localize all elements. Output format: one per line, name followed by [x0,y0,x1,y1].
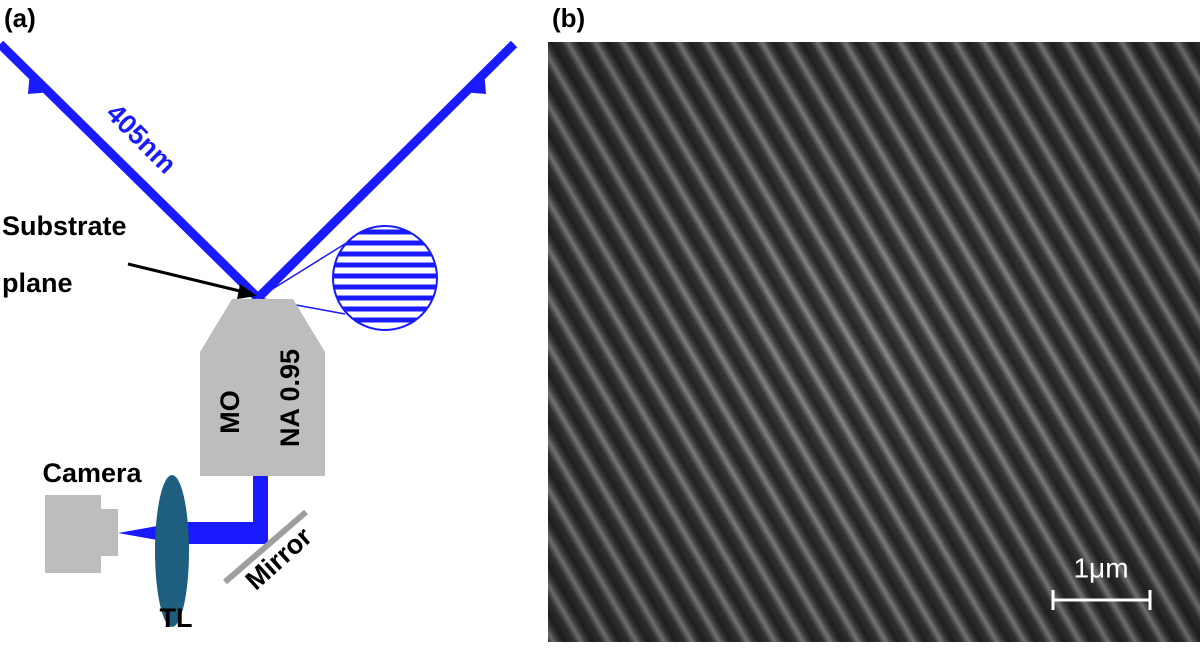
mirror [223,509,308,585]
lens-label: TL [160,603,193,633]
substrate-label: Substrate [2,211,127,241]
wavelength-label: 405nm [100,98,182,180]
panel-label: (b) [552,3,585,33]
objective-label: NA 0.95 [275,349,305,447]
substrate-label: plane [2,268,73,298]
panel-label: (a) [4,3,36,33]
tube-lens [155,475,189,627]
scale-bar [1051,590,1152,610]
interference-image [548,42,1200,642]
scale-bar-label: 1μm [1073,552,1128,583]
pointer-arrow [127,262,257,299]
camera-label: Camera [42,458,142,488]
camera [45,495,118,573]
objective [200,299,325,476]
laser-beams [0,40,518,302]
objective-label: MO [215,390,245,434]
